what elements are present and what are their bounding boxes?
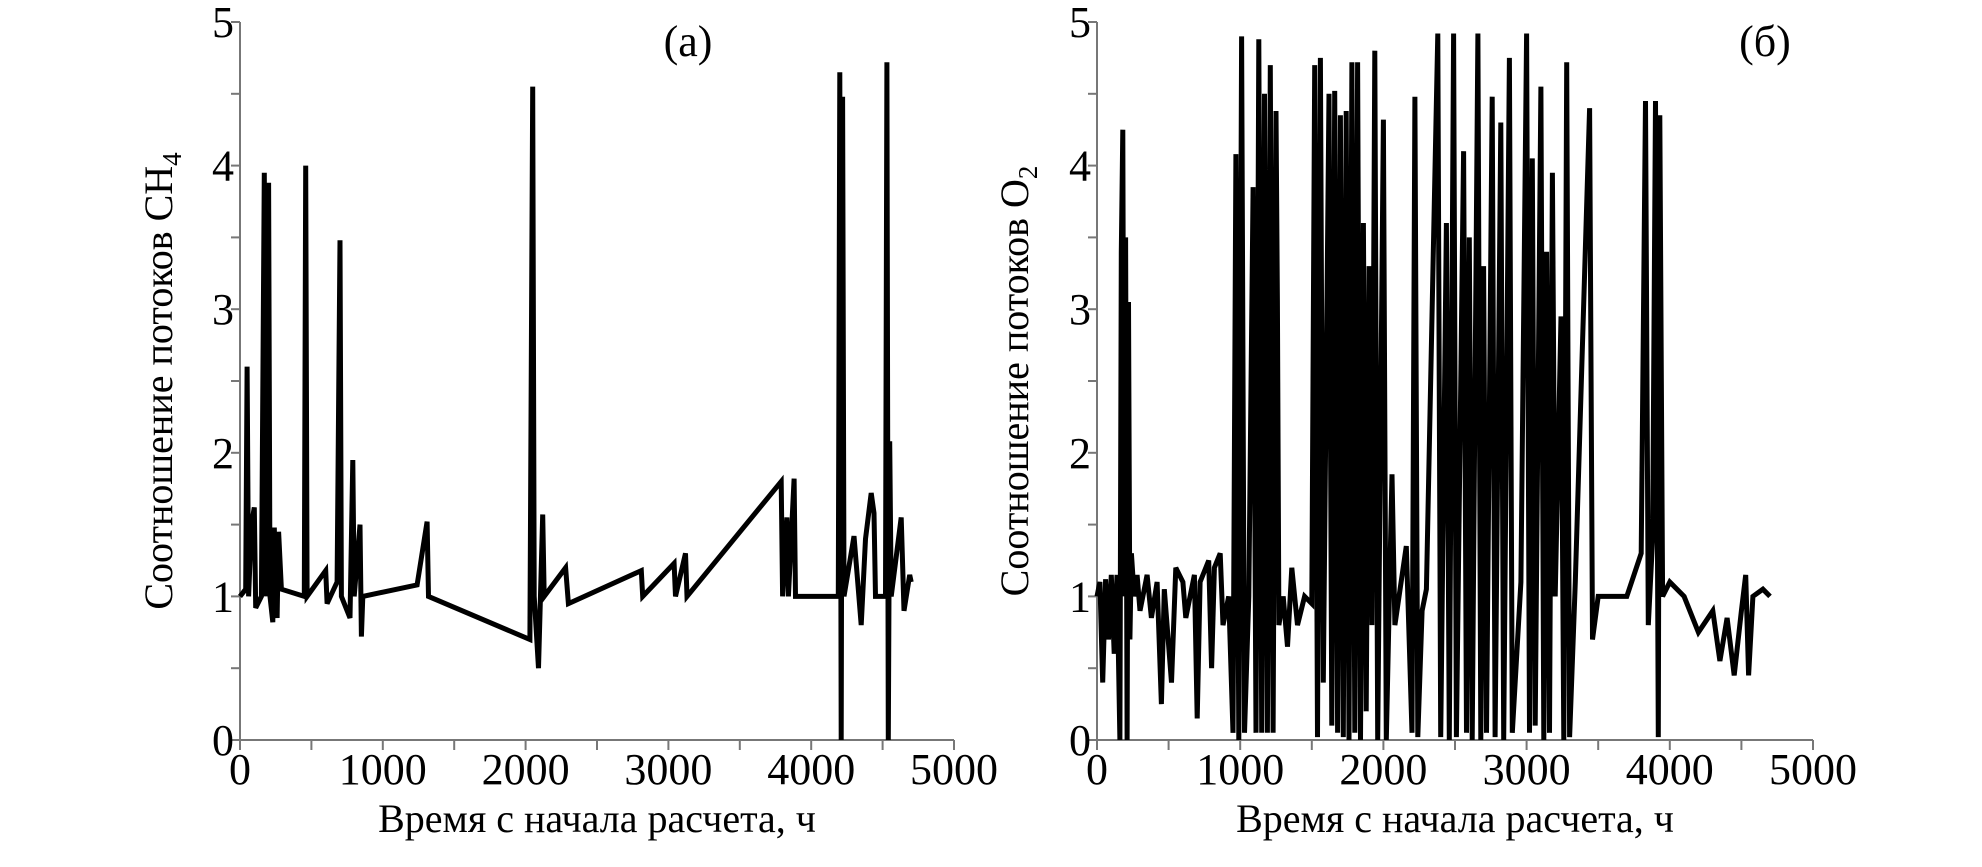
x-tick-label: 0 [229, 745, 251, 794]
x-tick-label: 5000 [910, 745, 998, 794]
x-tick-label: 2000 [482, 745, 570, 794]
y-axis-label-subscript: 4 [157, 152, 187, 166]
y-tick-label: 1 [212, 572, 234, 621]
panel-label: (а) [664, 17, 713, 66]
y-tick-label: 2 [1069, 429, 1091, 478]
x-tick-label: 5000 [1769, 745, 1857, 794]
y-axis-label: Соотношение потоков O2 [992, 166, 1043, 597]
x-tick-label: 1000 [339, 745, 427, 794]
data-line [238, 62, 914, 741]
y-tick-label: 3 [212, 285, 234, 334]
x-tick-label: 3000 [1483, 745, 1571, 794]
y-tick-label: 5 [1069, 0, 1091, 47]
x-axis-label: Время с начала расчета, ч [1236, 796, 1674, 841]
y-axis-label-text: Соотношение потоков O [992, 179, 1037, 596]
y-tick-label: 4 [1069, 142, 1091, 191]
y-tick-label: 1 [1069, 572, 1091, 621]
x-tick-label: 4000 [1626, 745, 1714, 794]
x-axis-label: Время с начала расчета, ч [378, 796, 816, 841]
y-tick-label: 2 [212, 429, 234, 478]
x-tick-label: 0 [1086, 745, 1108, 794]
y-axis-label-text: Соотношение потоков CH [136, 166, 181, 610]
panel-2: 0 1000 2000 3000 4000 5000 0 1 2 3 4 5 Время с начал… [992, 0, 1857, 841]
y-tick-label: 4 [212, 142, 234, 191]
x-tick-label: 3000 [624, 745, 712, 794]
y-tick-label: 0 [212, 716, 234, 765]
y-tick-label: 0 [1069, 716, 1091, 765]
x-tick-label: 2000 [1339, 745, 1427, 794]
panel-1: 0 1000 2000 3000 4000 5000 0 1 2 3 4 5 Время с начал… [136, 0, 998, 841]
x-tick-label: 1000 [1196, 745, 1284, 794]
panel-label: (б) [1739, 17, 1791, 66]
y-axis-label: Соотношение потоков CH4 [136, 152, 187, 610]
x-tick-label: 4000 [767, 745, 855, 794]
data-line [1094, 33, 1772, 741]
y-tick-label: 5 [212, 0, 234, 47]
y-axis-label-subscript: 2 [1013, 166, 1043, 180]
y-tick-label: 3 [1069, 285, 1091, 334]
